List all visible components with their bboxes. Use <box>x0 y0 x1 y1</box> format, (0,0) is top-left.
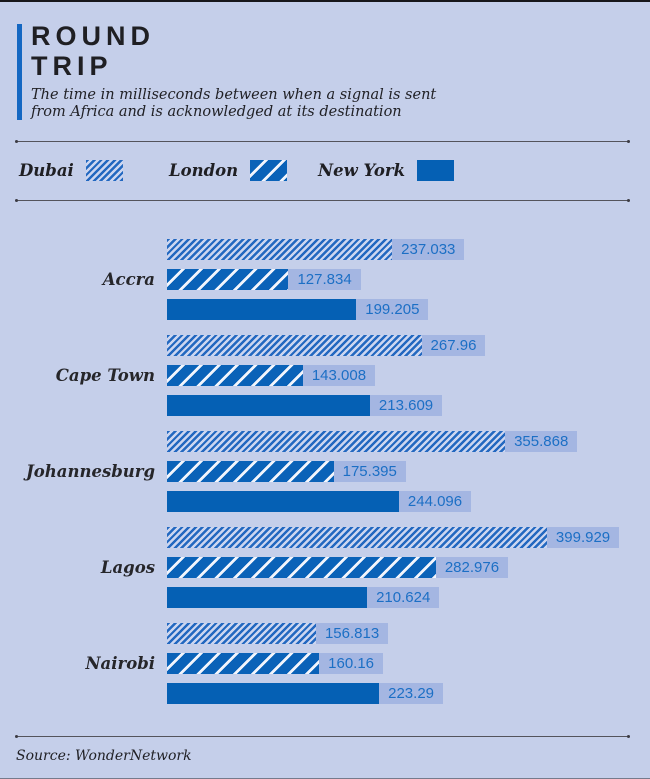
chart-subtitle-line2: from Africa and is acknowledged at its d… <box>31 104 402 120</box>
bar-accra-new-york <box>167 299 357 320</box>
bar-row-cape-town-london: 143.008 <box>167 365 376 386</box>
bar-group-nairobi: Nairobi 156.813 160.16 223.29 <box>0 623 650 704</box>
chart-title: ROUND TRIP <box>31 21 155 81</box>
bar-chart: Accra 237.033 127.834 199.205 Cape Town 267.9… <box>0 239 650 704</box>
value-label-johannesburg-dubai: 355.868 <box>505 431 578 452</box>
bar-row-cape-town-new-york: 213.609 <box>167 395 443 416</box>
value-label-accra-new-york: 199.205 <box>356 299 429 320</box>
legend-item-dubai: Dubai <box>19 160 123 181</box>
legend-label-dubai: Dubai <box>19 161 74 180</box>
bar-row-johannesburg-london: 175.395 <box>167 461 406 482</box>
bar-row-cape-town-dubai: 267.96 <box>167 335 486 356</box>
chart-title-line2: TRIP <box>31 51 113 81</box>
bar-johannesburg-dubai <box>167 431 506 452</box>
bar-row-accra-london: 127.834 <box>167 269 361 290</box>
value-label-johannesburg-london: 175.395 <box>333 461 406 482</box>
bar-johannesburg-new-york <box>167 491 399 512</box>
source-note: Source: WonderNetwork <box>16 748 192 764</box>
legend-swatch-newyork <box>417 160 455 181</box>
value-label-accra-london: 127.834 <box>288 269 361 290</box>
chart-title-line1: ROUND <box>31 21 155 51</box>
category-label-accra: Accra <box>102 270 155 289</box>
value-label-cape-town-dubai: 267.96 <box>421 335 486 356</box>
bar-row-lagos-dubai: 399.929 <box>167 527 620 548</box>
value-label-cape-town-new-york: 213.609 <box>369 395 443 416</box>
category-label-cape-town: Cape Town <box>55 366 155 385</box>
value-label-cape-town-london: 143.008 <box>302 365 376 386</box>
bar-nairobi-dubai <box>167 623 316 644</box>
bar-johannesburg-london <box>167 461 334 482</box>
legend-item-newyork: New York <box>318 160 455 181</box>
value-label-lagos-london: 282.976 <box>435 557 509 578</box>
value-label-johannesburg-new-york: 244.096 <box>398 491 472 512</box>
bar-row-nairobi-london: 160.16 <box>167 653 384 674</box>
legend-item-london: London <box>169 160 288 181</box>
value-label-nairobi-dubai: 156.813 <box>315 623 389 644</box>
bar-cape-town-new-york <box>167 395 370 416</box>
bar-lagos-london <box>167 557 436 578</box>
bar-cape-town-london <box>167 365 303 386</box>
value-label-lagos-new-york: 210.624 <box>367 587 440 608</box>
bar-row-johannesburg-new-york: 244.096 <box>167 491 472 512</box>
title-accent-bar <box>17 24 22 120</box>
value-label-accra-dubai: 237.033 <box>392 239 465 260</box>
legend-label-london: London <box>169 161 239 180</box>
value-label-lagos-dubai: 399.929 <box>546 527 620 548</box>
divider-bottom <box>15 735 630 738</box>
bar-group-cape-town: Cape Town 267.96 143.008 213.609 <box>0 335 650 416</box>
legend-swatch-dubai <box>85 160 123 181</box>
bar-row-lagos-new-york: 210.624 <box>167 587 440 608</box>
bar-row-nairobi-dubai: 156.813 <box>167 623 389 644</box>
bar-group-lagos: Lagos 399.929 282.976 210.624 <box>0 527 650 608</box>
value-label-nairobi-london: 160.16 <box>319 653 384 674</box>
bar-nairobi-london <box>167 653 320 674</box>
category-label-nairobi: Nairobi <box>85 654 155 673</box>
value-label-nairobi-new-york: 223.29 <box>379 683 444 704</box>
bar-nairobi-new-york <box>167 683 380 704</box>
divider-top <box>15 140 630 143</box>
bar-row-johannesburg-dubai: 355.868 <box>167 431 578 452</box>
bar-group-johannesburg: Johannesburg 355.868 175.395 244.096 <box>0 431 650 512</box>
bar-lagos-new-york <box>167 587 368 608</box>
legend-label-newyork: New York <box>318 161 406 180</box>
divider-legend <box>15 199 630 202</box>
legend-swatch-london <box>250 160 288 181</box>
bar-accra-dubai <box>167 239 393 260</box>
bar-group-accra: Accra 237.033 127.834 199.205 <box>0 239 650 320</box>
bar-row-nairobi-new-york: 223.29 <box>167 683 444 704</box>
category-label-johannesburg: Johannesburg <box>25 462 155 481</box>
category-label-lagos: Lagos <box>100 558 155 577</box>
chart-subtitle: The time in milliseconds between when a … <box>31 87 436 121</box>
bar-cape-town-dubai <box>167 335 422 356</box>
bar-row-accra-dubai: 237.033 <box>167 239 465 260</box>
bar-accra-london <box>167 269 289 290</box>
bar-row-accra-new-york: 199.205 <box>167 299 429 320</box>
bar-lagos-dubai <box>167 527 547 548</box>
bar-row-lagos-london: 282.976 <box>167 557 509 578</box>
chart-subtitle-line1: The time in milliseconds between when a … <box>31 87 437 103</box>
